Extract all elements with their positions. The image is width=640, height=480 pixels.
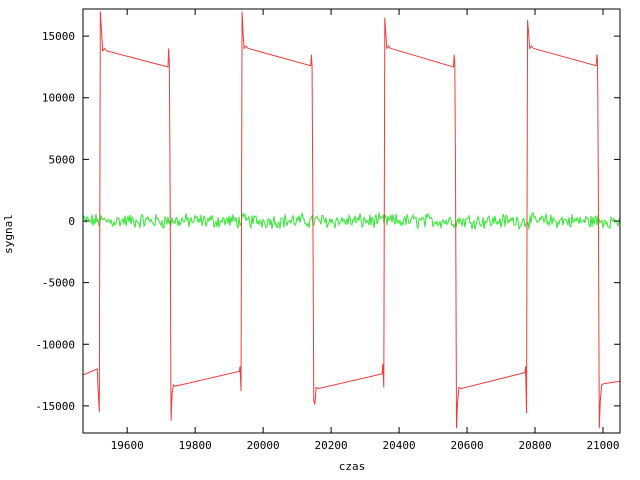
- x-tick-label: 20200: [315, 439, 348, 452]
- x-tick-label: 20600: [450, 439, 483, 452]
- y-tick-label: 0: [68, 215, 75, 228]
- y-tick-label: 15000: [42, 30, 75, 43]
- series-square-line: [83, 11, 620, 429]
- y-tick-label: -15000: [35, 400, 75, 413]
- x-tick-label: 21000: [586, 439, 619, 452]
- y-tick-label: 5000: [49, 153, 76, 166]
- x-tick-label: 19800: [179, 439, 212, 452]
- y-tick-label: 10000: [42, 92, 75, 105]
- y-tick-label: -5000: [42, 277, 75, 290]
- y-axis-label: sygnal: [2, 214, 15, 254]
- x-tick-label: 20400: [383, 439, 416, 452]
- series-noise-line: [83, 211, 620, 231]
- tick-layer: 15000 10000 5000 0 -5000 -10000 -15000 19600 198…: [35, 9, 620, 452]
- x-tick-label: 20800: [518, 439, 551, 452]
- y-tick-label: -10000: [35, 338, 75, 351]
- x-tick-label: 20000: [247, 439, 280, 452]
- series-layer: [83, 11, 620, 429]
- x-axis-label: czas: [339, 460, 366, 473]
- x-tick-label: 19600: [111, 439, 144, 452]
